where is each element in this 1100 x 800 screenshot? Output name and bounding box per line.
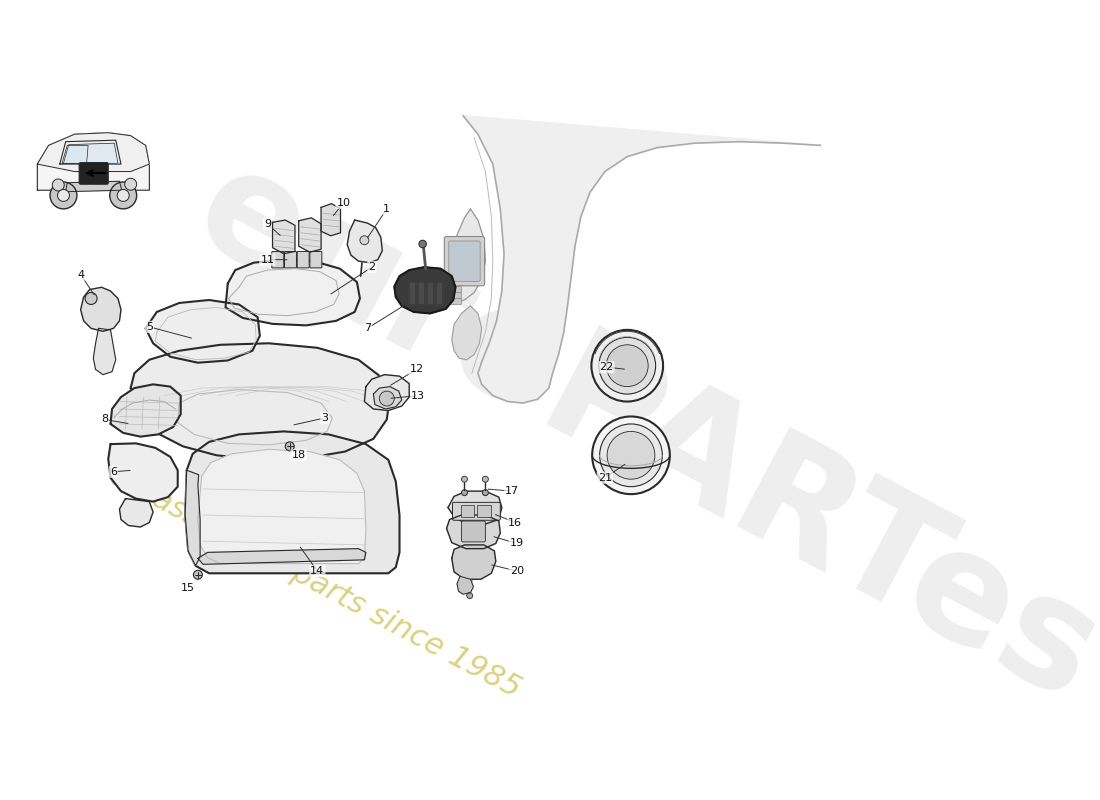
FancyBboxPatch shape [449, 286, 462, 293]
Circle shape [483, 490, 488, 496]
Text: euroPARTes: euroPARTes [172, 133, 1100, 733]
FancyBboxPatch shape [462, 521, 485, 542]
Text: 17: 17 [505, 486, 519, 496]
Circle shape [592, 417, 670, 494]
FancyBboxPatch shape [449, 298, 462, 305]
Text: 7: 7 [364, 323, 371, 334]
Polygon shape [120, 498, 153, 527]
Polygon shape [456, 576, 473, 594]
Circle shape [379, 391, 394, 406]
Polygon shape [394, 267, 455, 314]
Circle shape [194, 570, 202, 579]
Circle shape [360, 236, 368, 245]
Circle shape [598, 338, 656, 394]
Polygon shape [198, 549, 366, 564]
Text: 4: 4 [77, 270, 85, 279]
Text: 3: 3 [321, 413, 328, 423]
Polygon shape [66, 182, 122, 192]
Polygon shape [37, 133, 150, 171]
Polygon shape [64, 143, 118, 163]
Polygon shape [110, 384, 180, 437]
FancyBboxPatch shape [79, 162, 108, 184]
Polygon shape [444, 209, 485, 302]
FancyBboxPatch shape [272, 251, 284, 268]
Text: 19: 19 [509, 538, 524, 549]
Circle shape [592, 330, 663, 402]
Circle shape [462, 490, 468, 496]
Text: 22: 22 [600, 362, 614, 372]
Polygon shape [447, 515, 500, 549]
FancyBboxPatch shape [449, 293, 462, 298]
Polygon shape [131, 343, 389, 460]
Polygon shape [348, 220, 383, 262]
Circle shape [606, 345, 648, 386]
Text: 13: 13 [411, 390, 426, 401]
FancyBboxPatch shape [477, 506, 491, 518]
FancyBboxPatch shape [461, 506, 474, 518]
Polygon shape [364, 374, 409, 410]
Polygon shape [436, 282, 442, 305]
FancyBboxPatch shape [310, 251, 322, 268]
Text: 5: 5 [146, 322, 153, 332]
Text: 2: 2 [368, 262, 375, 272]
Text: 10: 10 [337, 198, 351, 208]
Circle shape [462, 476, 468, 482]
Polygon shape [185, 431, 399, 574]
Text: 1: 1 [383, 204, 390, 214]
Circle shape [600, 424, 662, 486]
Polygon shape [62, 146, 88, 163]
Text: 11: 11 [261, 254, 274, 265]
Polygon shape [59, 140, 121, 164]
Text: 14: 14 [310, 566, 324, 576]
FancyBboxPatch shape [285, 251, 297, 268]
Polygon shape [448, 491, 502, 524]
Polygon shape [226, 260, 360, 326]
Circle shape [57, 190, 69, 202]
Polygon shape [185, 470, 200, 566]
Polygon shape [94, 328, 115, 374]
Circle shape [124, 178, 136, 190]
Text: 21: 21 [597, 473, 612, 482]
Text: 12: 12 [409, 365, 424, 374]
Circle shape [85, 293, 97, 305]
FancyBboxPatch shape [449, 241, 480, 282]
Polygon shape [37, 133, 150, 190]
Circle shape [118, 190, 129, 202]
Circle shape [53, 179, 64, 191]
Polygon shape [463, 115, 822, 403]
Polygon shape [108, 443, 178, 502]
Polygon shape [452, 545, 496, 579]
Polygon shape [273, 220, 295, 254]
Text: 9: 9 [264, 219, 271, 229]
Circle shape [483, 476, 488, 482]
Polygon shape [427, 282, 433, 305]
FancyBboxPatch shape [297, 251, 309, 268]
Text: 20: 20 [509, 566, 524, 576]
Circle shape [285, 442, 294, 451]
Polygon shape [409, 282, 415, 305]
Text: 16: 16 [508, 518, 522, 527]
Text: 15: 15 [182, 583, 195, 594]
Polygon shape [452, 306, 482, 360]
Circle shape [419, 240, 427, 248]
Polygon shape [80, 287, 121, 331]
Polygon shape [145, 300, 260, 362]
Polygon shape [418, 282, 425, 305]
FancyBboxPatch shape [444, 237, 485, 286]
FancyBboxPatch shape [452, 502, 500, 520]
Circle shape [50, 182, 77, 209]
Polygon shape [373, 386, 402, 409]
Text: 18: 18 [292, 450, 306, 460]
Polygon shape [299, 218, 321, 252]
Circle shape [607, 431, 654, 479]
Polygon shape [321, 204, 341, 236]
Text: 6: 6 [110, 466, 117, 477]
Circle shape [466, 593, 473, 598]
Text: a passion for parts since 1985: a passion for parts since 1985 [104, 462, 525, 703]
Text: 8: 8 [101, 414, 108, 425]
Circle shape [110, 182, 136, 209]
Polygon shape [198, 450, 366, 563]
